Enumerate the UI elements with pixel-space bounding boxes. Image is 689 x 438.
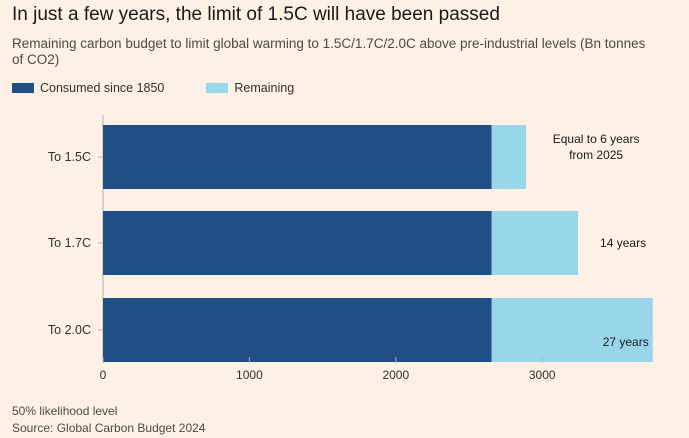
x-tick-label-1000: 1000: [236, 368, 263, 382]
bar-remaining-3: [491, 298, 653, 362]
chart-title: In just a few years, the limit of 1.5C w…: [12, 4, 500, 25]
annotation-2: 14 years: [600, 236, 646, 250]
legend-label-consumed: Consumed since 1850: [40, 81, 165, 95]
bar-consumed-3: [103, 298, 492, 362]
bar-remaining-1: [491, 125, 527, 189]
legend-swatch-consumed: [12, 83, 34, 93]
source-note: Source: Global Carbon Budget 2024: [12, 421, 206, 435]
category-label-1: To 1.5C: [48, 150, 91, 164]
annotation-line: 27 years: [603, 335, 649, 349]
x-tick-label-2000: 2000: [382, 368, 409, 382]
annotation-line: from 2025: [569, 148, 623, 162]
annotation-3: 27 years: [603, 335, 649, 349]
legend: Consumed since 1850 Remaining: [12, 81, 336, 95]
x-tick-label-3000: 3000: [529, 368, 556, 382]
legend-item-remaining: Remaining: [206, 81, 294, 95]
bar-remaining-2: [491, 211, 579, 275]
x-tick-label-0: 0: [100, 368, 107, 382]
annotation-line: 14 years: [600, 236, 646, 250]
legend-swatch-remaining: [206, 83, 229, 93]
bar-consumed-1: [103, 125, 492, 189]
annotation-1: Equal to 6 years from 2025: [553, 132, 640, 162]
annotation-line: Equal to 6 years: [553, 132, 640, 146]
bar-consumed-2: [103, 211, 492, 275]
legend-label-remaining: Remaining: [234, 81, 295, 95]
category-label-2: To 1.7C: [48, 236, 91, 250]
legend-item-consumed: Consumed since 1850: [12, 81, 164, 95]
chart-subtitle: Remaining carbon budget to limit global …: [12, 36, 646, 67]
category-label-3: To 2.0C: [48, 323, 91, 337]
footnote: 50% likelihood level: [12, 404, 118, 418]
